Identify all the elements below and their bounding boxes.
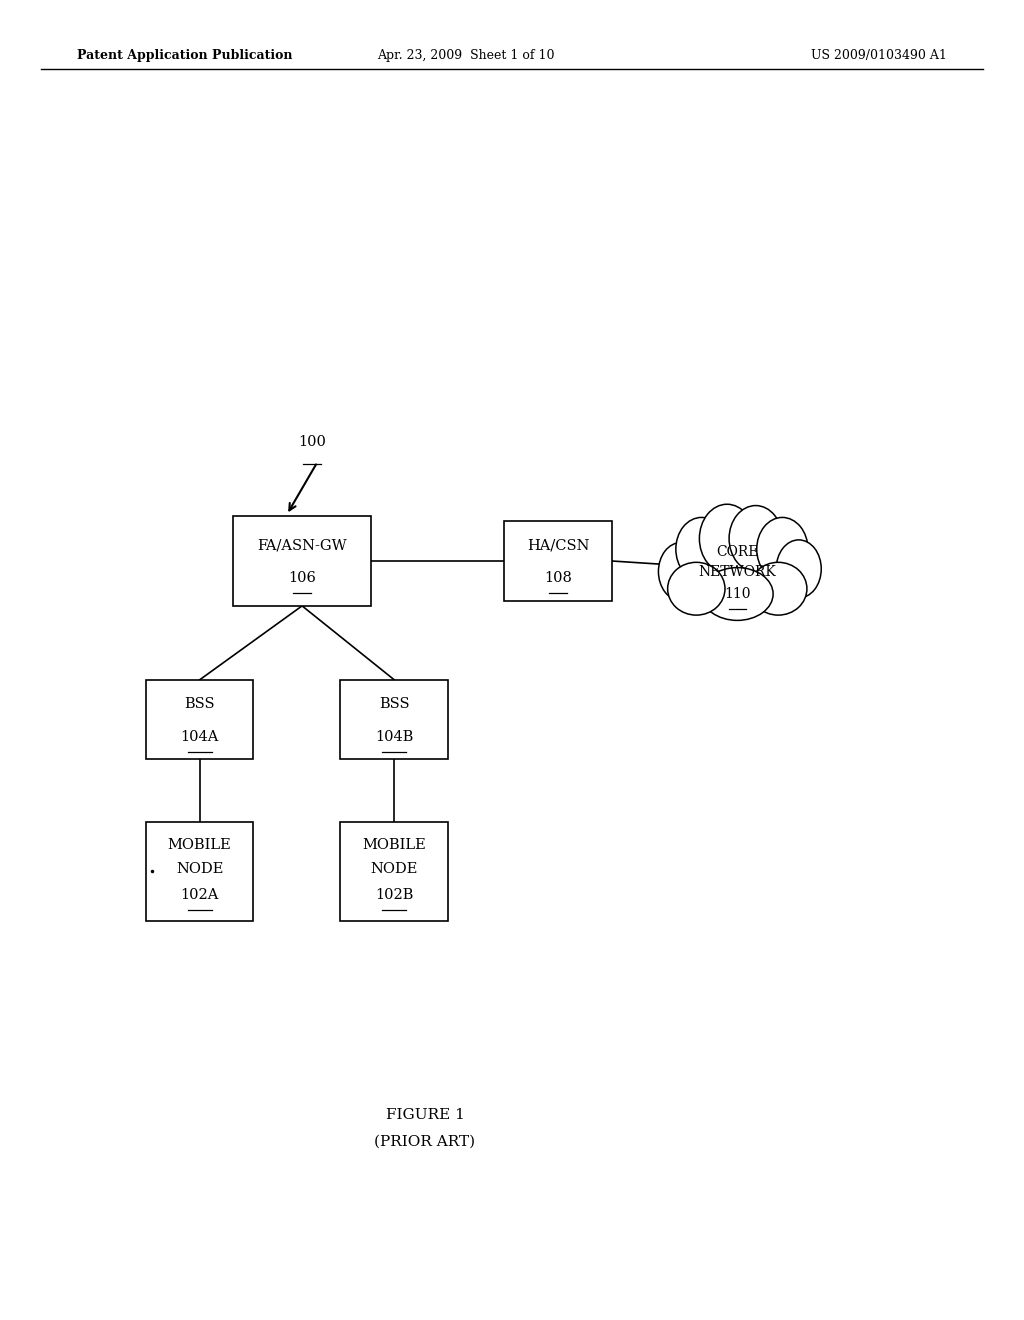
FancyBboxPatch shape: [340, 680, 449, 759]
Text: 108: 108: [544, 572, 572, 585]
FancyBboxPatch shape: [340, 821, 449, 921]
Text: MOBILE: MOBILE: [168, 838, 231, 851]
Text: FIGURE 1: FIGURE 1: [385, 1109, 465, 1122]
Ellipse shape: [701, 568, 773, 620]
Text: NODE: NODE: [176, 862, 223, 875]
Ellipse shape: [757, 517, 808, 581]
FancyBboxPatch shape: [146, 821, 254, 921]
Text: 100: 100: [298, 434, 327, 449]
Text: 106: 106: [288, 572, 316, 585]
Text: NODE: NODE: [371, 862, 418, 875]
Ellipse shape: [658, 543, 703, 601]
Text: CORE: CORE: [716, 545, 759, 558]
Text: Patent Application Publication: Patent Application Publication: [77, 49, 292, 62]
Text: BSS: BSS: [379, 697, 410, 710]
Text: (PRIOR ART): (PRIOR ART): [375, 1135, 475, 1148]
Text: MOBILE: MOBILE: [362, 838, 426, 851]
FancyBboxPatch shape: [505, 521, 612, 601]
FancyBboxPatch shape: [232, 516, 371, 606]
Ellipse shape: [750, 562, 807, 615]
Text: NETWORK: NETWORK: [698, 565, 776, 578]
Text: 110: 110: [724, 587, 751, 601]
Text: 102B: 102B: [375, 888, 414, 902]
Text: US 2009/0103490 A1: US 2009/0103490 A1: [811, 49, 947, 62]
Text: Apr. 23, 2009  Sheet 1 of 10: Apr. 23, 2009 Sheet 1 of 10: [377, 49, 555, 62]
Ellipse shape: [676, 517, 727, 581]
Ellipse shape: [729, 506, 782, 572]
Text: 104A: 104A: [180, 730, 219, 743]
Text: 104B: 104B: [375, 730, 414, 743]
Ellipse shape: [776, 540, 821, 598]
Text: FA/ASN-GW: FA/ASN-GW: [257, 539, 347, 552]
FancyBboxPatch shape: [146, 680, 254, 759]
Ellipse shape: [668, 562, 725, 615]
Text: 102A: 102A: [180, 888, 219, 902]
Ellipse shape: [699, 504, 755, 573]
Text: HA/CSN: HA/CSN: [526, 539, 590, 552]
Text: BSS: BSS: [184, 697, 215, 710]
